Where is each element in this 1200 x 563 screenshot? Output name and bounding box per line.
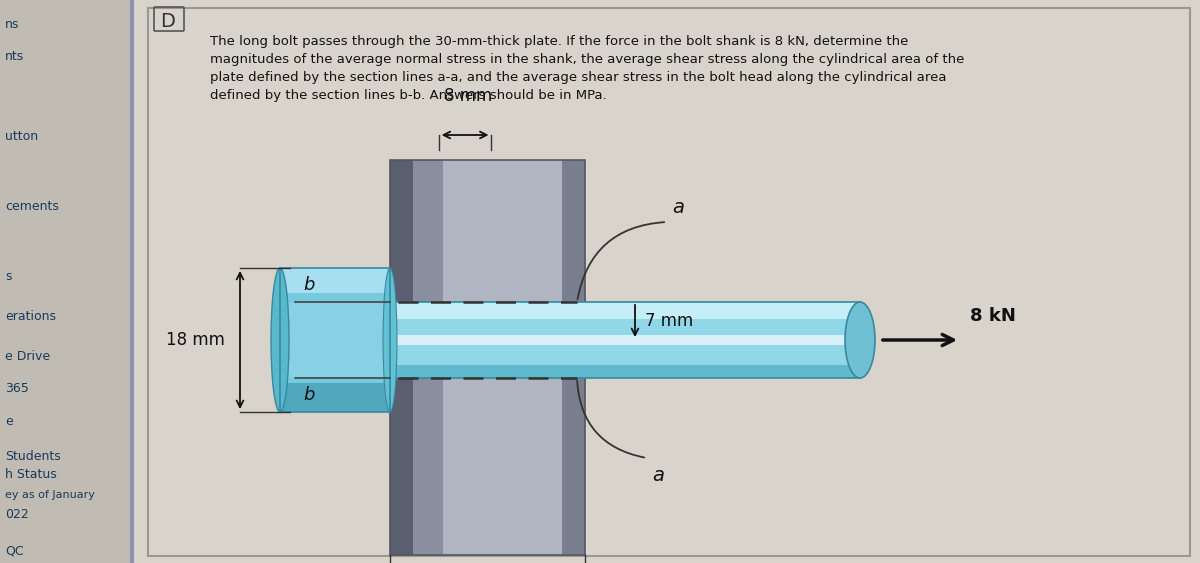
Bar bbox=[148, 8, 1190, 556]
Text: nts: nts bbox=[5, 50, 24, 63]
Bar bbox=[390, 160, 413, 555]
Text: erations: erations bbox=[5, 310, 56, 323]
Bar bbox=[130, 0, 1200, 563]
Bar bbox=[280, 268, 390, 412]
Bar bbox=[390, 160, 586, 555]
Text: a: a bbox=[652, 466, 664, 485]
Bar bbox=[390, 302, 860, 378]
Text: 8 kN: 8 kN bbox=[970, 307, 1016, 325]
Text: 365: 365 bbox=[5, 382, 29, 395]
Text: D: D bbox=[160, 12, 175, 31]
Text: e: e bbox=[5, 415, 13, 428]
Text: 8 mm: 8 mm bbox=[444, 87, 492, 105]
Bar bbox=[562, 160, 586, 555]
Text: a: a bbox=[672, 198, 684, 217]
Text: 18 mm: 18 mm bbox=[166, 331, 226, 349]
Bar bbox=[0, 0, 130, 563]
Ellipse shape bbox=[383, 268, 397, 412]
Text: b: b bbox=[304, 386, 314, 404]
Bar bbox=[390, 302, 860, 319]
Text: QC: QC bbox=[5, 545, 24, 558]
Text: b: b bbox=[304, 276, 314, 294]
Text: s: s bbox=[5, 270, 12, 283]
Text: 022: 022 bbox=[5, 508, 29, 521]
Text: Students: Students bbox=[5, 450, 61, 463]
Bar bbox=[280, 333, 390, 347]
Ellipse shape bbox=[845, 302, 875, 378]
Text: ns: ns bbox=[5, 18, 19, 31]
Bar bbox=[390, 365, 860, 378]
Ellipse shape bbox=[271, 268, 289, 412]
Bar bbox=[280, 383, 390, 412]
Text: h Status: h Status bbox=[5, 468, 56, 481]
Bar bbox=[280, 268, 390, 412]
Text: e Drive: e Drive bbox=[5, 350, 50, 363]
Text: cements: cements bbox=[5, 200, 59, 213]
Bar bbox=[413, 160, 443, 555]
Bar bbox=[280, 268, 390, 293]
Bar bbox=[280, 302, 390, 378]
Bar bbox=[390, 336, 860, 345]
Bar bbox=[443, 160, 562, 555]
Text: ey as of January: ey as of January bbox=[5, 490, 95, 500]
Text: utton: utton bbox=[5, 130, 38, 143]
Text: The long bolt passes through the 30-mm-thick plate. If the force in the bolt sha: The long bolt passes through the 30-mm-t… bbox=[210, 35, 965, 102]
Text: 7 mm: 7 mm bbox=[646, 312, 694, 330]
